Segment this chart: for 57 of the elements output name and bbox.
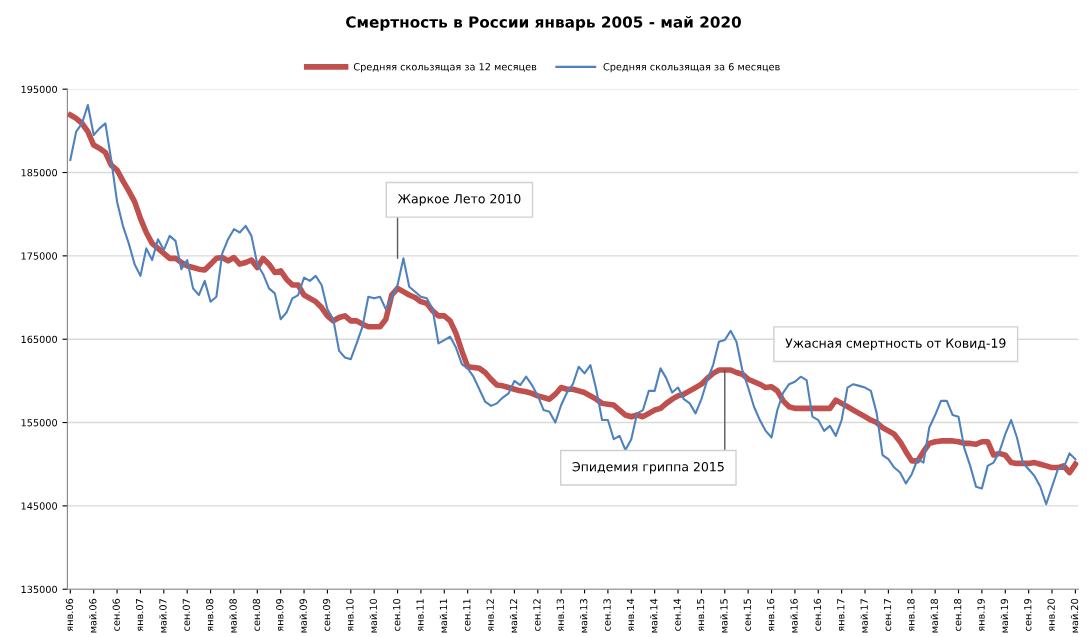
y-tick-label: 185000 <box>21 169 58 177</box>
x-tick-label: янв.10 <box>346 598 354 632</box>
x-tick-label: май.09 <box>299 598 307 633</box>
x-tick-label: янв.17 <box>837 599 845 632</box>
x-tick-label: май.17 <box>860 599 868 633</box>
y-tick-label: 135000 <box>21 585 58 594</box>
annotation: Ужасная смертность от Ковид-19 <box>785 338 1006 351</box>
y-tick-label: 145000 <box>21 502 58 510</box>
x-tick-label: сен.13 <box>603 599 611 631</box>
x-tick-label: сен.10 <box>393 598 401 631</box>
legend-label: Средняя скользящая за 6 месяцев <box>603 63 780 73</box>
x-tick-label: май.20 <box>1070 598 1079 633</box>
y-tick-label: 175000 <box>21 252 58 260</box>
x-tick-label: янв.14 <box>626 598 634 632</box>
x-tick-label: янв.06 <box>65 598 74 632</box>
chart-title: Смертность в России январь 2005 - май 2020 <box>346 15 741 31</box>
x-tick-label: янв.19 <box>977 598 985 632</box>
y-tick-label: 165000 <box>21 335 58 344</box>
x-tick-label: май.07 <box>159 599 167 633</box>
legend-label: Средняя скользящая за 12 месяцев <box>353 63 537 73</box>
x-tick-label: май.18 <box>930 598 938 633</box>
x-tick-label: сен.06 <box>112 598 120 631</box>
x-tick-label: май.06 <box>89 598 97 633</box>
x-tick-label: сен.14 <box>673 598 681 631</box>
x-tick-label: май.10 <box>369 598 377 633</box>
x-tick-label: янв.20 <box>1047 598 1055 632</box>
y-tick-label: 155000 <box>21 419 58 427</box>
x-tick-label: сен.08 <box>252 598 261 631</box>
x-tick-label: май.13 <box>579 599 588 633</box>
x-tick-label: янв.09 <box>276 598 284 632</box>
x-tick-label: май.19 <box>1000 598 1009 633</box>
x-tick-label: янв.15 <box>697 599 705 632</box>
x-tick-label: май.11 <box>439 599 448 633</box>
x-tick-label: янв.12 <box>486 599 494 632</box>
x-tick-label: янв.11 <box>416 599 424 632</box>
x-tick-label: янв.16 <box>766 598 775 632</box>
x-tick-label: сен.18 <box>953 598 962 631</box>
x-tick-label: сен.17 <box>883 599 892 631</box>
annotation: Эпидемия гриппа 2015 <box>572 461 724 474</box>
x-tick-label: май.12 <box>509 599 518 633</box>
annotation: Жаркое Лето 2010 <box>397 193 521 206</box>
y-tick-label: 195000 <box>21 85 58 94</box>
x-tick-label: сен.11 <box>463 599 471 631</box>
x-tick-label: янв.07 <box>135 599 144 632</box>
x-tick-label: май.08 <box>229 598 237 633</box>
x-tick-label: сен.19 <box>1024 598 1032 631</box>
x-tick-label: сен.09 <box>322 598 331 631</box>
x-tick-label: май.15 <box>720 599 728 633</box>
x-tick-label: май.14 <box>650 598 658 633</box>
x-tick-label: янв.13 <box>556 599 564 632</box>
x-tick-label: сен.12 <box>533 599 541 631</box>
x-tick-label: янв.18 <box>907 598 915 632</box>
x-tick-label: янв.08 <box>206 598 214 632</box>
x-tick-label: сен.15 <box>743 599 751 631</box>
x-tick-label: май.16 <box>790 598 798 633</box>
x-tick-label: сен.07 <box>182 599 190 631</box>
x-tick-label: сен.16 <box>813 598 822 631</box>
